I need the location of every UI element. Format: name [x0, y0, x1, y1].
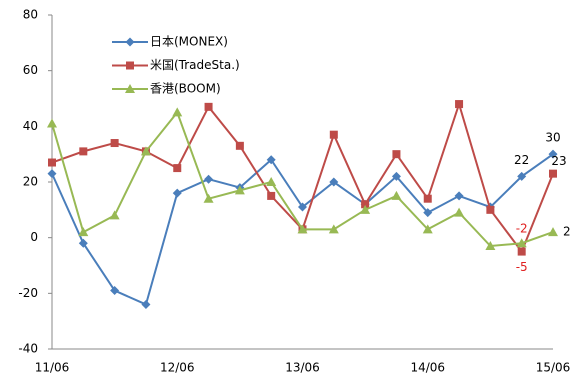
point — [454, 207, 465, 217]
point — [172, 188, 182, 198]
point — [329, 130, 338, 139]
point — [235, 141, 244, 150]
point — [173, 164, 182, 173]
legend-label: 米国(TradeSta.) — [150, 58, 240, 72]
point — [47, 118, 57, 128]
legend-label: 日本(MONEX) — [150, 35, 228, 49]
y-tick-label: 0 — [30, 230, 38, 244]
point — [47, 169, 57, 179]
point — [391, 190, 402, 200]
point — [172, 107, 183, 117]
point — [391, 171, 401, 181]
x-tick-label: 13/06 — [285, 361, 320, 375]
point — [548, 227, 558, 237]
point — [298, 202, 307, 212]
point — [234, 185, 245, 195]
point — [392, 150, 401, 159]
point — [204, 102, 213, 111]
point — [423, 194, 432, 203]
point — [423, 208, 433, 218]
point — [361, 200, 370, 209]
point — [78, 238, 88, 248]
point — [78, 227, 89, 237]
data-label: -2 — [516, 222, 528, 236]
point — [266, 155, 276, 165]
point — [360, 204, 371, 214]
point — [266, 177, 277, 186]
point — [516, 238, 527, 248]
data-label: 23 — [551, 154, 566, 168]
point — [422, 224, 433, 234]
point — [109, 210, 120, 220]
y-tick-label: 80 — [23, 8, 38, 22]
data-label: 2 — [563, 225, 571, 239]
x-tick-label: 11/06 — [35, 361, 70, 375]
point — [455, 100, 464, 109]
x-tick-label: 14/06 — [410, 361, 445, 375]
data-label: -5 — [516, 260, 528, 274]
point — [548, 149, 558, 159]
data-label: 22 — [514, 153, 529, 167]
point — [125, 84, 135, 93]
x-tick-label: 15/06 — [536, 361, 571, 375]
y-tick-label: 20 — [23, 175, 38, 189]
x-tick-label: 12/06 — [160, 361, 195, 375]
point — [329, 177, 339, 187]
point — [454, 191, 464, 201]
point — [328, 224, 339, 234]
point — [267, 191, 276, 200]
data-label: 30 — [545, 131, 560, 145]
point — [485, 241, 496, 251]
y-tick-label: -40 — [18, 342, 38, 356]
point — [549, 169, 557, 178]
point — [140, 146, 151, 156]
point — [110, 139, 119, 148]
point — [125, 37, 135, 47]
point — [517, 171, 527, 181]
point — [486, 205, 495, 214]
point — [141, 299, 151, 309]
point — [203, 193, 214, 203]
y-tick-label: 40 — [23, 119, 38, 133]
point — [110, 286, 120, 296]
point — [204, 174, 214, 184]
point — [297, 224, 308, 234]
point — [517, 247, 526, 256]
point — [79, 147, 88, 156]
point — [126, 61, 134, 70]
y-tick-label: 60 — [23, 63, 38, 77]
legend-label: 香港(BOOM) — [150, 82, 221, 96]
y-tick-label: -20 — [18, 286, 38, 300]
point — [48, 158, 56, 167]
